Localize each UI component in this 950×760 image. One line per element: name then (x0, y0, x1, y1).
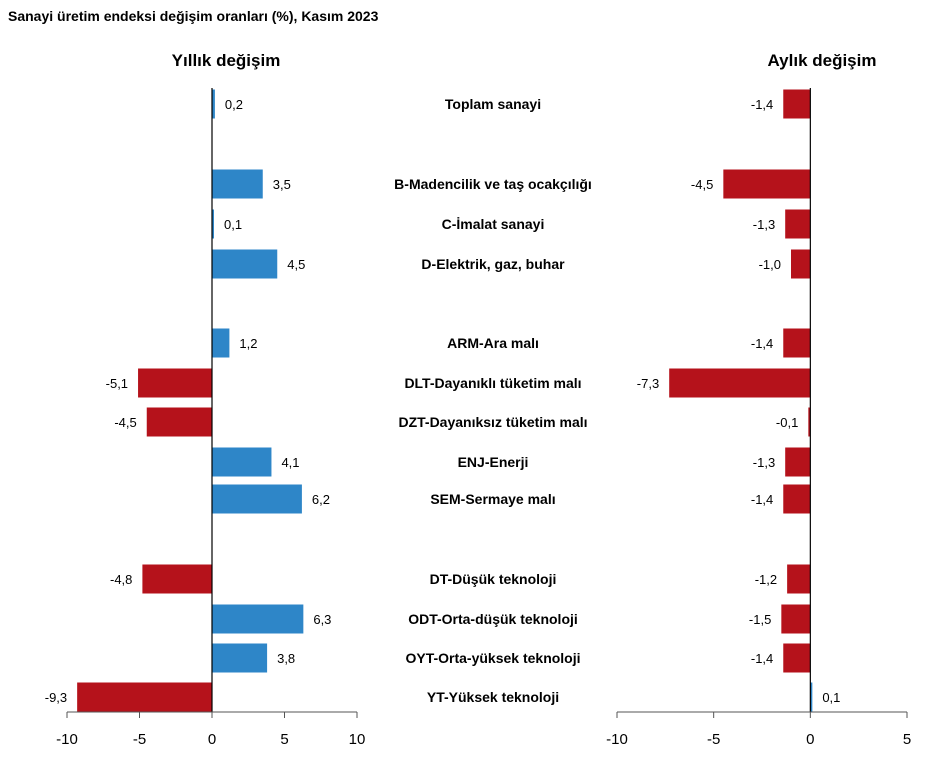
left-value-label: -5,1 (106, 376, 128, 391)
right-x-tick-label: 0 (806, 731, 814, 748)
right-bar (783, 328, 811, 358)
left-bar (212, 169, 263, 199)
right-bar (791, 249, 811, 279)
left-bar (212, 604, 304, 634)
left-bar (212, 447, 272, 477)
right-bar (783, 484, 811, 514)
right-value-label: -1,3 (753, 455, 775, 470)
right-value-label: -1,5 (749, 612, 771, 627)
left-value-label: -4,8 (110, 572, 132, 587)
category-label: Toplam sanayi (445, 96, 541, 112)
left-bar (212, 328, 230, 358)
left-bar (77, 682, 213, 712)
right-x-tick-label: -5 (707, 731, 720, 748)
category-label: DZT-Dayanıksız tüketim malı (398, 414, 587, 430)
right-x-tick-label: -10 (606, 731, 628, 748)
left-bar (212, 249, 278, 279)
right-bar (669, 368, 811, 398)
left-value-label: 0,2 (225, 97, 243, 112)
left-panel-title: Yıllık değişim (172, 51, 281, 70)
category-label: SEM-Sermaye malı (430, 491, 555, 507)
left-x-tick-label: 10 (349, 731, 366, 748)
right-bar (785, 447, 811, 477)
category-label: ENJ-Enerji (458, 454, 529, 470)
left-value-label: -9,3 (45, 690, 67, 705)
left-bar (212, 209, 214, 239)
chart-title: Sanayi üretim endeksi değişim oranları (… (8, 8, 379, 24)
right-value-label: -1,2 (755, 572, 777, 587)
right-bar (783, 89, 811, 119)
right-value-label: -1,4 (751, 651, 773, 666)
left-bar (142, 564, 212, 594)
right-x-tick-label: 5 (903, 731, 911, 748)
category-label: C-İmalat sanayi (442, 216, 545, 232)
left-value-label: -4,5 (114, 415, 136, 430)
category-label: DT-Düşük teknoloji (430, 571, 557, 587)
right-value-label: -1,3 (753, 217, 775, 232)
right-panel-title: Aylık değişim (768, 51, 877, 70)
right-bar (723, 169, 811, 199)
right-bar (808, 407, 811, 437)
left-value-label: 3,8 (277, 651, 295, 666)
left-value-label: 6,2 (312, 492, 330, 507)
right-bar (783, 643, 811, 673)
left-value-label: 6,3 (313, 612, 331, 627)
right-value-label: -7,3 (637, 376, 659, 391)
left-x-tick-label: 5 (280, 731, 288, 748)
category-label: YT-Yüksek teknoloji (427, 689, 559, 705)
left-panel: Yıllık değişim 0,2 3,5 0,1 4,5 1,2 -5,1 -4,5 4,1… (45, 51, 366, 748)
right-value-label: 0,1 (822, 690, 840, 705)
category-label: ODT-Orta-düşük teknoloji (408, 611, 578, 627)
right-value-label: -1,4 (751, 492, 773, 507)
right-bar (787, 564, 811, 594)
left-bar (212, 89, 215, 119)
right-bar (781, 604, 811, 634)
left-value-label: 1,2 (239, 336, 257, 351)
right-value-label: -0,1 (776, 415, 798, 430)
right-value-label: -1,4 (751, 336, 773, 351)
left-x-tick-label: 0 (208, 731, 216, 748)
left-bar (212, 484, 302, 514)
left-value-label: 4,1 (281, 455, 299, 470)
right-bar (810, 682, 813, 712)
left-bar (146, 407, 212, 437)
category-label: DLT-Dayanıklı tüketim malı (404, 375, 581, 391)
category-label: ARM-Ara malı (447, 335, 539, 351)
category-label: B-Madencilik ve taş ocakçılığı (394, 176, 592, 192)
left-bar (212, 643, 268, 673)
category-labels: Toplam sanayi B-Madencilik ve taş ocakçıl… (394, 96, 592, 705)
left-value-label: 0,1 (224, 217, 242, 232)
category-label: D-Elektrik, gaz, buhar (421, 256, 565, 272)
right-bar (785, 209, 811, 239)
right-panel: Aylık değişim -1,4 -4,5 -1,3 -1,0 -1,4 -7,3 -0,… (606, 51, 911, 748)
right-value-label: -4,5 (691, 177, 713, 192)
category-label: OYT-Orta-yüksek teknoloji (405, 650, 580, 666)
left-x-tick-label: -10 (56, 731, 78, 748)
right-value-label: -1,0 (759, 257, 781, 272)
left-x-tick-label: -5 (133, 731, 146, 748)
left-value-label: 4,5 (287, 257, 305, 272)
left-value-label: 3,5 (273, 177, 291, 192)
right-value-label: -1,4 (751, 97, 773, 112)
left-bar (138, 368, 212, 398)
